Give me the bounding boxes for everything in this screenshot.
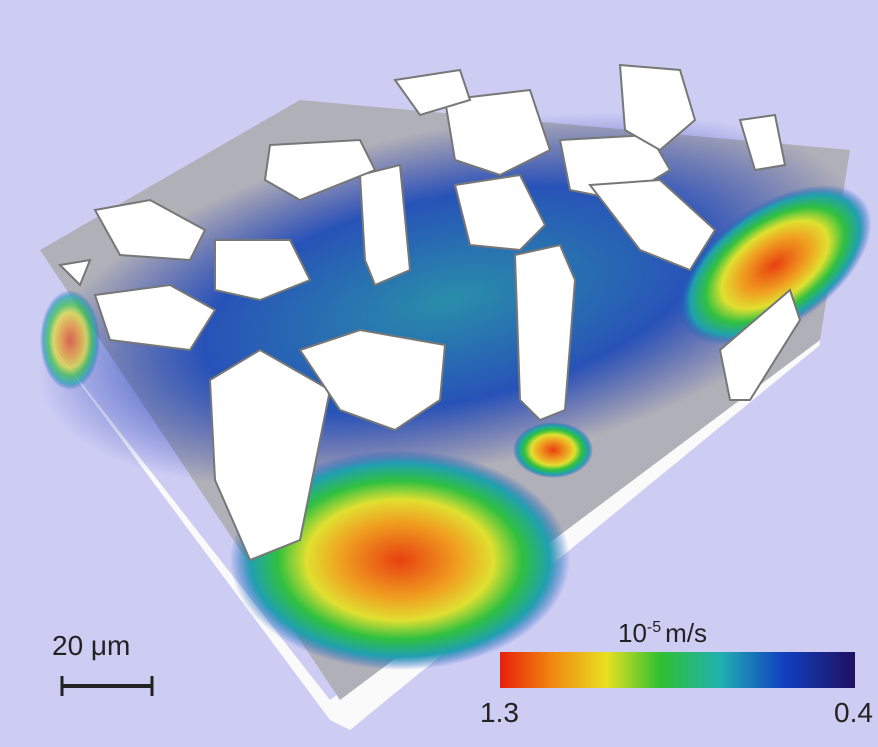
scale-bar: 20 μm	[52, 630, 154, 696]
colorbar-right-label: 0.4	[834, 697, 873, 728]
colorbar-left-label: 1.3	[480, 697, 519, 728]
colorbar: 10-5 m/s 1.3 0.4	[480, 618, 873, 728]
scale-bar-label: 20 μm	[52, 630, 130, 661]
colorbar-title: 10-5 m/s	[618, 618, 707, 648]
colorbar-title-base: 10	[618, 618, 647, 648]
colorbar-gradient	[500, 652, 855, 688]
colorbar-title-unit: m/s	[665, 618, 707, 648]
particles	[57, 63, 802, 562]
colorbar-title-exponent: -5	[647, 619, 661, 636]
